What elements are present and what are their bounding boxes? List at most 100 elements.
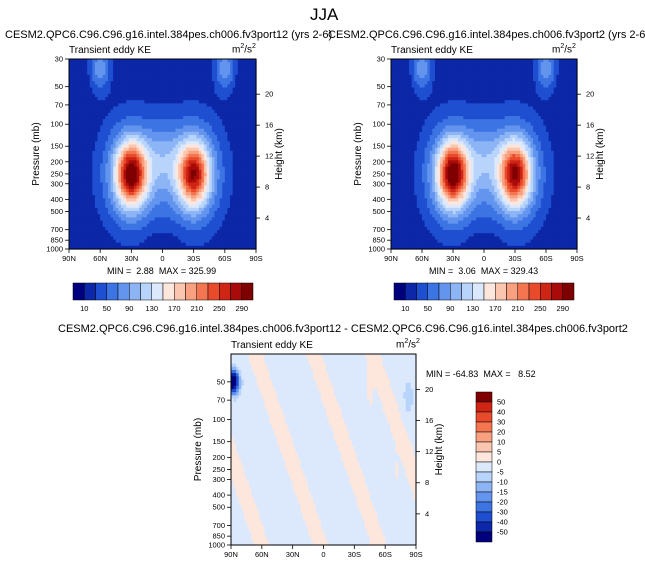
left-panel-cell bbox=[79, 163, 83, 168]
left-panel-cell bbox=[136, 179, 140, 184]
left-panel-cell bbox=[159, 93, 164, 98]
left-panel-cell bbox=[89, 217, 93, 222]
left-panel-cell bbox=[170, 230, 174, 234]
left-panel-cell bbox=[81, 211, 86, 215]
left-panel-cell bbox=[188, 223, 192, 228]
left-panel-cell bbox=[76, 201, 80, 206]
left-panel-cell bbox=[170, 150, 174, 155]
left-panel-cell bbox=[81, 204, 86, 209]
left-panel-cell bbox=[69, 245, 73, 250]
left-panel-cell bbox=[113, 62, 117, 66]
left-panel-cell bbox=[133, 217, 138, 222]
left-panel-cell bbox=[157, 103, 161, 108]
left-panel-cell bbox=[110, 179, 114, 184]
left-panel-cell bbox=[92, 112, 96, 117]
left-panel-cell bbox=[157, 236, 161, 241]
left-panel-cell bbox=[110, 169, 114, 174]
left-panel-cell bbox=[89, 150, 93, 155]
left-panel-cell bbox=[152, 185, 156, 190]
left-panel-cell bbox=[141, 109, 145, 114]
left-panel-cell bbox=[183, 74, 187, 79]
left-panel-cell bbox=[167, 169, 171, 174]
left-panel-cell bbox=[123, 236, 127, 241]
left-panel-cell bbox=[126, 220, 130, 225]
left-panel-y-tick-label: 400 bbox=[50, 195, 63, 204]
left-panel-cell bbox=[126, 68, 130, 73]
left-panel-cell bbox=[157, 125, 161, 130]
left-panel-cell bbox=[183, 90, 187, 95]
left-panel-cell bbox=[180, 220, 184, 225]
left-panel-cell bbox=[144, 122, 148, 127]
left-panel-cell bbox=[123, 220, 127, 225]
left-panel-cell bbox=[188, 90, 192, 95]
min-value: 2.88 bbox=[136, 266, 154, 276]
left-panel-cell bbox=[175, 97, 179, 101]
left-panel-cell bbox=[81, 217, 86, 222]
left-panel-cell bbox=[141, 87, 145, 92]
left-panel-cell bbox=[105, 201, 109, 206]
left-panel-cell bbox=[144, 239, 148, 244]
left-panel-cell bbox=[149, 154, 153, 158]
left-panel-cell bbox=[120, 128, 125, 133]
left-panel-cell bbox=[193, 68, 197, 73]
left-panel-cell bbox=[185, 84, 190, 89]
left-panel-cell bbox=[141, 198, 145, 203]
left-panel-cell bbox=[87, 65, 91, 70]
left-panel-cell bbox=[149, 230, 153, 234]
left-panel-cell bbox=[185, 236, 190, 241]
diff-units: m2/s2 bbox=[396, 338, 420, 350]
left-panel-cell bbox=[139, 154, 143, 158]
left-panel-cell bbox=[118, 150, 122, 155]
left-panel-cell bbox=[139, 179, 143, 184]
left-panel-cell bbox=[110, 230, 114, 234]
left-panel-cell bbox=[185, 223, 190, 228]
left-panel-cell bbox=[79, 106, 83, 111]
left-panel-cell bbox=[172, 245, 177, 250]
left-panel-cell bbox=[128, 138, 132, 142]
left-panel-cell bbox=[81, 90, 86, 95]
left-panel-cell bbox=[172, 125, 177, 130]
left-panel-cell bbox=[123, 74, 127, 79]
left-panel-cell bbox=[94, 223, 99, 228]
left-panel-cell bbox=[113, 97, 117, 101]
left-panel-cell bbox=[157, 185, 161, 190]
left-panel-cell bbox=[115, 119, 119, 123]
left-panel-cell bbox=[139, 207, 143, 212]
left-panel-cell bbox=[128, 173, 132, 177]
left-panel-cell bbox=[165, 59, 169, 63]
left-panel-cell bbox=[107, 122, 112, 127]
left-panel-cell bbox=[115, 84, 119, 89]
left-panel-cell bbox=[128, 135, 132, 139]
left-panel-cell bbox=[84, 220, 88, 225]
left-panel-cell bbox=[107, 116, 112, 120]
left-panel-cell bbox=[69, 176, 73, 180]
left-panel-cell bbox=[191, 201, 195, 206]
left-panel-cell bbox=[113, 185, 117, 190]
left-panel-cell bbox=[180, 173, 184, 177]
left-panel-cell bbox=[74, 103, 78, 108]
left-panel-cell bbox=[180, 97, 184, 101]
left-panel-cell bbox=[97, 179, 101, 184]
left-panel-cell bbox=[159, 112, 164, 117]
left-panel-cell bbox=[175, 226, 179, 231]
left-panel-cell bbox=[141, 195, 145, 199]
left-panel-cell bbox=[183, 154, 187, 158]
left-panel-cell bbox=[183, 59, 187, 63]
left-panel-cell bbox=[191, 233, 195, 237]
left-panel-cell bbox=[102, 112, 106, 117]
left-panel-cell bbox=[149, 138, 153, 142]
left-panel-cell bbox=[185, 147, 190, 152]
left-panel-cell bbox=[100, 100, 104, 104]
left-panel-cell bbox=[94, 112, 99, 117]
left-panel-cell bbox=[84, 230, 88, 234]
left-panel-cell bbox=[84, 154, 88, 158]
left-panel-cell bbox=[175, 138, 179, 142]
left-panel-cell bbox=[154, 239, 158, 244]
left-panel-cell bbox=[71, 100, 75, 104]
left-panel-cell bbox=[74, 78, 78, 82]
left-panel-cell bbox=[128, 125, 132, 130]
left-panel-cell bbox=[105, 81, 109, 85]
left-panel-cell bbox=[165, 179, 169, 184]
left-panel-cell bbox=[123, 71, 127, 76]
left-panel-cell bbox=[159, 223, 164, 228]
